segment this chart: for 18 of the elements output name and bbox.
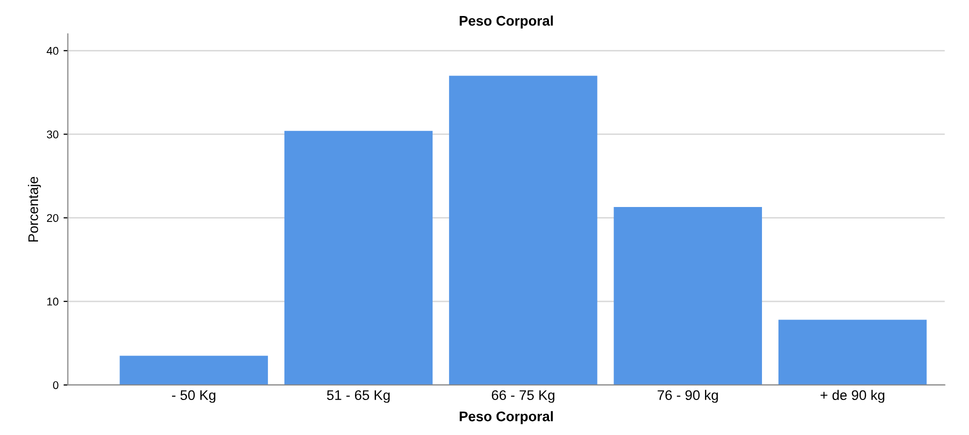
y-axis-title: Porcentaje [28,176,41,242]
x-tick-label: - 50 Kg [172,390,216,403]
x-axis-title: Peso Corporal [460,411,553,424]
bar [614,206,762,385]
x-tick-label: 66 - 75 Kg [492,390,554,403]
chart-title: Peso Corporal [460,16,553,28]
y-tick-label: 30 [46,130,58,138]
x-tick-label: + de 90 kg [820,390,884,403]
bar [449,76,598,385]
y-tick-label: 40 [46,46,58,55]
y-tick-label: 0 [53,381,58,390]
bar [284,130,433,385]
y-tick-label: 10 [47,298,58,306]
y-tick-label: 20 [47,214,58,222]
x-tick-label: 51 - 65 Kg [327,390,390,403]
bar [778,320,927,385]
bar [120,356,268,385]
x-tick-label: 76 - 90 kg [658,390,718,403]
